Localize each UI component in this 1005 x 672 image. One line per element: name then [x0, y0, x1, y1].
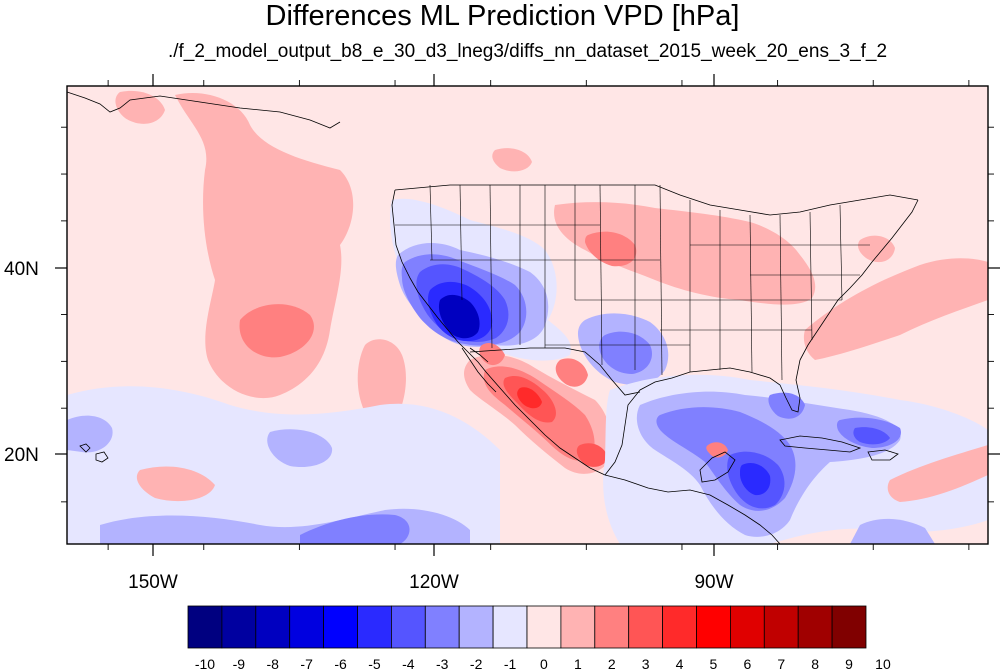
caribbean-negative-core: [853, 427, 890, 445]
colorbar-label: -7: [300, 656, 313, 672]
colorbar-label: -3: [436, 656, 449, 672]
plot-frame: [66, 85, 989, 545]
colorbar-label: -1: [504, 656, 517, 672]
cuba-outline: [779, 435, 862, 453]
east-pacific-negative: [267, 429, 333, 468]
state-line: [839, 204, 843, 301]
colorbar-swatch: [696, 605, 731, 649]
state-line: [779, 214, 783, 381]
colorbar-label: 6: [743, 656, 751, 672]
colorbar-label: 10: [875, 656, 891, 672]
minor-ticks: [61, 80, 994, 550]
colorbar-swatch: [594, 605, 630, 649]
atlantic-positive-band: [803, 258, 988, 360]
south-pacific-negative-core: [300, 514, 410, 544]
mexico-pacific-coast: [485, 371, 606, 476]
colorbar-swatch: [730, 605, 765, 649]
colorbar-label: -10: [195, 656, 215, 672]
northeast-positive: [858, 235, 895, 263]
texas-negative-core: [599, 331, 652, 374]
colorbar-label: 7: [777, 656, 785, 672]
colorbar-label: -4: [402, 656, 415, 672]
state-line: [659, 184, 663, 376]
lon-label-150w: 150W: [128, 572, 178, 593]
lat-label-20n: 20N: [4, 445, 39, 466]
axis-ticks: [55, 74, 1000, 556]
mexico-positive-peak: [517, 387, 542, 409]
colorbar-label: 1: [574, 656, 582, 672]
coastlines-and-borders: [66, 91, 919, 545]
map-title: Differences ML Prediction VPD [hPa]: [265, 0, 740, 32]
colorbar-swatch: [560, 605, 596, 649]
colorbar-swatch: [628, 605, 664, 649]
colorbar-label: -9: [233, 656, 246, 672]
colorbar-label: 5: [710, 656, 718, 672]
colorbar-swatch: [357, 605, 392, 649]
colorbar-swatch: [390, 605, 426, 649]
pacific-positive-core: [239, 304, 314, 358]
hispaniola-outline: [867, 449, 899, 461]
colorbar-label: 4: [676, 656, 684, 672]
hawaii-negative: [67, 415, 113, 453]
colorbar-swatch: [492, 605, 528, 649]
lon-label-120w: 120W: [409, 572, 459, 593]
colorbar: -10 -9 -8 -7 -6 -5 -4 -3 -2 -1 0 1 2 3 4 5 6 7 8 9 10: [187, 605, 891, 672]
colorbar-swatch: [662, 605, 697, 649]
yucatan-negative-core: [740, 463, 771, 496]
state-lines: [395, 184, 870, 381]
state-line: [599, 184, 603, 366]
colorbar-label: -5: [368, 656, 381, 672]
colorbar-swatch: [831, 605, 867, 649]
colorbar-swatch: [526, 605, 562, 649]
lon-label-90w: 90W: [694, 572, 733, 593]
colorbar-label: 8: [811, 656, 819, 672]
yucatan-outline: [699, 451, 736, 483]
colorbar-label: -2: [470, 656, 483, 672]
state-line: [429, 184, 433, 261]
state-line: [459, 184, 463, 301]
gulf-of-alaska-positive: [115, 90, 165, 124]
gulf-positive-spot: [706, 442, 728, 458]
colorbar-label: 9: [845, 656, 853, 672]
colorbar-swatch: [424, 605, 460, 649]
tropical-pacific-positive: [136, 466, 215, 502]
alaska-coast-outline: [66, 91, 341, 129]
baja-peninsula-outline: [461, 347, 497, 393]
state-line: [489, 184, 493, 349]
colorbar-swatch: [289, 605, 325, 649]
east-coast-outline: [799, 199, 919, 361]
west-coast-outline: [391, 189, 487, 373]
colorbar-swatch: [255, 605, 291, 649]
state-line: [749, 214, 753, 373]
lat-label-40n: 40N: [4, 259, 39, 280]
plains-positive-core: [585, 231, 637, 267]
central-mexico-positive: [576, 443, 608, 467]
colorbar-label: 2: [608, 656, 616, 672]
colorbar-label: -8: [267, 656, 280, 672]
florida-negative: [768, 392, 805, 419]
colorbar-swatch: [797, 605, 833, 649]
colorbar-label: 3: [642, 656, 650, 672]
colorbar-swatch: [221, 605, 257, 649]
colorbar-swatch: [323, 605, 358, 649]
central-america-outline: [604, 474, 781, 545]
us-mexico-border: [469, 347, 641, 396]
state-line: [809, 211, 813, 341]
atlantic-positive-south: [887, 445, 988, 502]
canada-positive: [492, 148, 532, 172]
map-subtitle: ./f_2_model_output_b8_e_30_d3_lneg3/diff…: [167, 41, 888, 62]
colorbar-label: -6: [334, 656, 347, 672]
southern-california-negative-core: [438, 294, 480, 339]
hawaii-outline: [79, 443, 109, 463]
colorbar-label: 0: [540, 656, 548, 672]
subtropical-pacific-negative: [67, 386, 500, 544]
colorbar-swatch: [763, 605, 799, 649]
vpd-difference-field: [67, 86, 988, 544]
colorbar-swatch: [187, 605, 223, 649]
south-america-negative: [850, 518, 935, 544]
colorbar-swatch: [458, 605, 494, 649]
sierra-madre-positive: [555, 358, 588, 387]
